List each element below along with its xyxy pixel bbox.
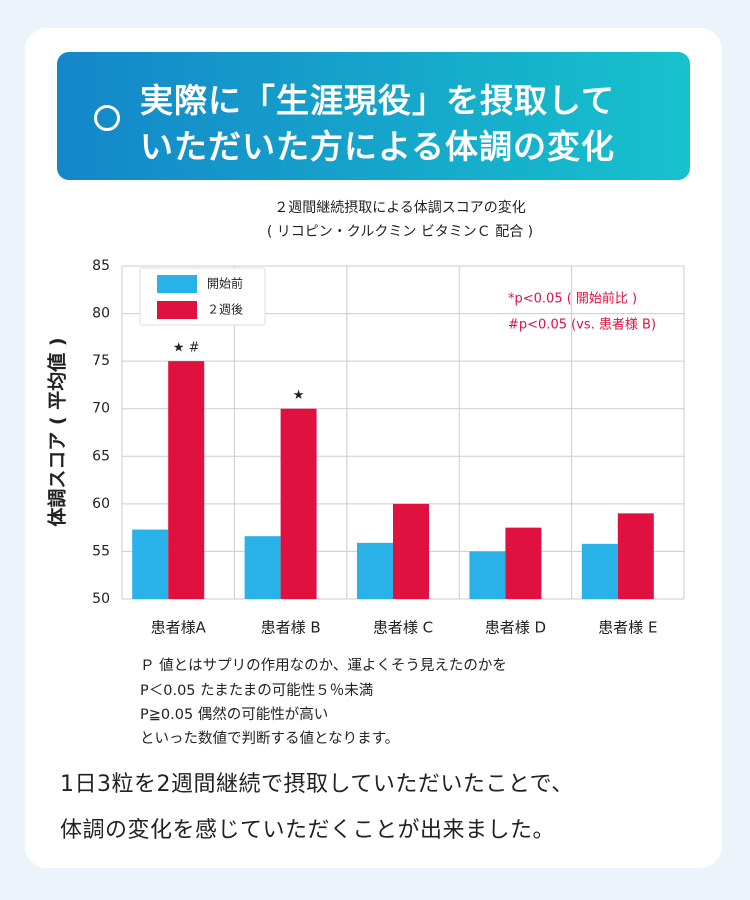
bar [617,513,654,599]
y-axis-label: 体調スコア ( 平均値 ) [46,337,69,526]
header [57,52,690,180]
y-tick-label: 50 [92,591,110,607]
significance-note: #p<0.05 (vs. 患者様 B) [508,318,656,333]
footnote: P≧0.05 偶然の可能性が高い [140,707,329,723]
icon [94,105,120,131]
header-title: いただいた方による体調の変化 [140,127,616,166]
legend-swatch [157,301,197,319]
y-tick-label: 85 [92,258,110,274]
legend-swatch [157,275,197,293]
y-tick-label: 60 [92,496,110,512]
header-title: 実際に「生涯現役」を摂取して [140,81,616,120]
legend-label: ２週後 [207,303,243,317]
bar [132,529,169,599]
footnote: P＜0.05 たまたまの可能性５％未満 [140,683,374,699]
bar-annotation: ★ [293,388,305,403]
y-tick-label: 70 [92,401,110,417]
bar-annotation: ★ # [173,341,200,356]
bar [244,536,281,599]
y-tick-label: 55 [92,543,110,559]
summary: 体調の変化を感じていただくことが出来ました。 [60,818,556,843]
chart-subtitle: ( リコピン・クルクミン ビタミンＣ 配合 ) [267,224,533,240]
y-tick-label: 65 [92,448,110,464]
x-tick-label: 患者様 C [373,619,433,637]
bar [357,542,393,599]
legend-label: 開始前 [207,276,243,291]
bar [168,361,205,599]
chart-title: ２週間継続摂取による体調スコアの変化 [274,199,526,216]
y-tick-label: 75 [92,353,110,369]
x-tick-label: 患者様 B [261,619,321,637]
bar [505,527,542,599]
bar [393,503,429,599]
bar [280,408,317,599]
bar [469,551,506,599]
significance-note: *p<0.05 ( 開始前比 ) [508,291,637,307]
y-tick-label: 80 [92,306,110,322]
x-tick-label: 患者様 D [485,619,546,637]
summary: 1日3粒を2週間継続で摂取していただいたことで、 [60,772,574,797]
footnote: Ｐ 値とはサプリの作用なのか、運よくそう見えたのかを [140,658,507,674]
bar [581,543,618,599]
x-tick-label: 患者様 E [598,619,657,637]
footnote: といった数値で判断する値となります。 [140,731,400,747]
x-tick-label: 患者様A [151,619,207,637]
